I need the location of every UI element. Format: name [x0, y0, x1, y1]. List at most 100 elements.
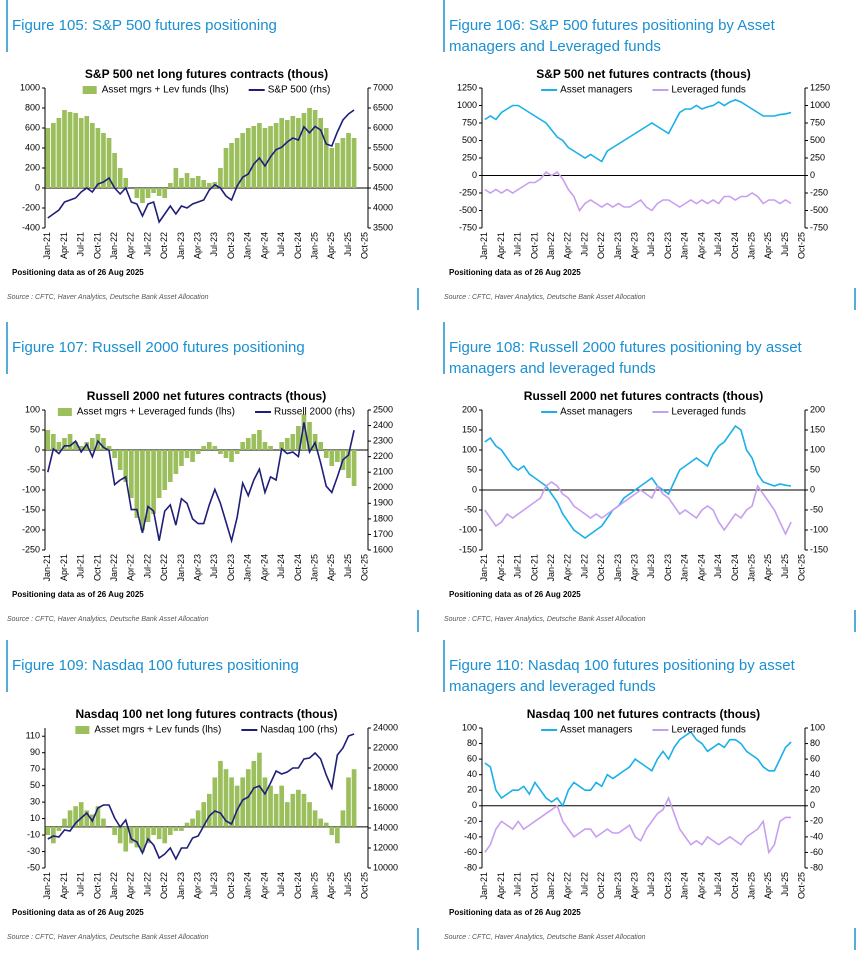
- bar: [262, 777, 268, 827]
- bar: [206, 442, 212, 450]
- x-tick-label: Jan-22: [546, 872, 556, 900]
- x-tick-label: Apr-25: [326, 554, 336, 581]
- y2-tick-label: 50: [810, 464, 820, 474]
- y2-tick-label: 5500: [373, 142, 393, 152]
- legend-label: Asset mgrs + Lev funds (lhs): [102, 85, 229, 96]
- figure-panel: Figure 105: S&P 500 futures positioning S…: [6, 0, 419, 310]
- bar: [145, 188, 151, 198]
- x-tick-label: Oct-23: [663, 554, 673, 581]
- y-tick-label: 110: [26, 731, 40, 741]
- x-tick-label: Jul-24: [276, 872, 286, 897]
- bar: [62, 438, 67, 450]
- note: Positioning data as of 26 Aug 2025: [12, 268, 144, 277]
- x-tick-label: Jan-24: [680, 232, 690, 260]
- x-tick-label: Jul-23: [209, 232, 219, 257]
- bar: [296, 426, 301, 450]
- x-tick-label: Apr-22: [563, 232, 573, 259]
- x-tick-label: Apr-21: [59, 872, 69, 899]
- x-tick-label: Oct-24: [730, 232, 740, 259]
- bar: [45, 430, 51, 450]
- x-tick-label: Apr-23: [193, 554, 203, 581]
- y2-tick-label: 20: [810, 785, 820, 795]
- bar: [51, 826, 56, 844]
- bar: [284, 438, 290, 450]
- y-tick-label: -20: [464, 816, 477, 826]
- x-tick-label: Jul-25: [780, 232, 790, 257]
- bar: [167, 826, 173, 836]
- x-tick-label: Jan-25: [309, 872, 319, 900]
- y-tick-label: -250: [22, 544, 40, 554]
- bar: [284, 802, 290, 827]
- y-tick-label: 50: [467, 464, 477, 474]
- y2-tick-label: 0: [810, 170, 815, 180]
- line-series: [47, 422, 355, 544]
- x-tick-label: Apr-23: [193, 232, 203, 259]
- x-tick-label: Jul-24: [713, 872, 723, 897]
- bar: [190, 818, 195, 827]
- x-tick-label: Apr-24: [259, 554, 269, 581]
- y-tick-label: 10: [30, 813, 40, 823]
- legend: Asset mgrs + Lev funds (lhs) S&P 500 (rhs…: [82, 85, 330, 96]
- bar: [290, 116, 296, 188]
- legend-item: Asset managers: [541, 85, 632, 96]
- figure-panel: Figure 107: Russell 2000 futures positio…: [6, 322, 419, 632]
- figure-caption: managers and leveraged funds: [449, 360, 656, 377]
- x-tick-label: Oct-22: [159, 554, 169, 581]
- bar: [173, 168, 179, 188]
- x-tick-label: Jan-24: [243, 554, 253, 582]
- x-tick-label: Jan-24: [680, 872, 690, 900]
- legend-label: Leveraged funds: [671, 407, 746, 418]
- x-tick-label: Jan-22: [546, 554, 556, 582]
- bar: [257, 430, 262, 450]
- bar: [307, 422, 312, 450]
- legend-item: Leveraged funds: [652, 407, 746, 418]
- bar: [95, 806, 101, 827]
- x-tick-label: Oct-21: [529, 554, 539, 581]
- bar: [117, 450, 123, 470]
- bar: [106, 138, 112, 188]
- y2-tick-label: 6000: [373, 122, 393, 132]
- bar: [123, 826, 129, 852]
- y-tick-label: -400: [22, 222, 40, 232]
- bar: [73, 806, 78, 827]
- x-tick-label: Apr-21: [496, 554, 506, 581]
- bar: [340, 138, 346, 188]
- x-tick-label: Apr-23: [630, 872, 640, 899]
- y-tick-label: 50: [30, 424, 40, 434]
- x-tick-label: Oct-24: [730, 872, 740, 899]
- x-tick-label: Jul-23: [209, 872, 219, 897]
- y-tick-label: -10: [27, 829, 40, 839]
- y2-tick-label: -250: [810, 187, 828, 197]
- y-tick-label: -50: [27, 464, 40, 474]
- y2-tick-label: 4000: [373, 202, 393, 212]
- x-tick-label: Jul-25: [343, 554, 353, 579]
- bar: [117, 168, 123, 188]
- y2-tick-label: 18000: [373, 782, 398, 792]
- bar: [162, 450, 168, 490]
- bar: [268, 785, 273, 827]
- x-tick-label: Jul-24: [713, 554, 723, 579]
- bar: [279, 785, 285, 827]
- legend: Asset managers Leveraged funds: [541, 85, 746, 96]
- bar: [240, 777, 246, 827]
- y-tick-label: -100: [459, 524, 477, 534]
- x-tick-label: Apr-22: [126, 554, 136, 581]
- x-tick-label: Jan-21: [42, 554, 52, 582]
- bar: [134, 450, 140, 518]
- y2-tick-label: 5000: [373, 162, 393, 172]
- line-series: [47, 733, 355, 861]
- bar: [112, 826, 117, 836]
- x-tick-label: Jul-24: [713, 232, 723, 257]
- y2-tick-label: 14000: [373, 822, 398, 832]
- bar: [307, 802, 312, 827]
- x-tick-label: Jan-25: [746, 554, 756, 582]
- y2-tick-label: -150: [810, 544, 828, 554]
- bar: [179, 450, 184, 466]
- bar: [206, 793, 212, 827]
- bar: [323, 450, 329, 458]
- y-tick-label: 100: [462, 722, 477, 732]
- y2-tick-label: 0: [810, 800, 815, 810]
- y-tick-label: 20: [467, 785, 477, 795]
- figure-caption: Figure 105: S&P 500 futures positioning: [12, 17, 277, 34]
- y2-tick-label: 40: [810, 769, 820, 779]
